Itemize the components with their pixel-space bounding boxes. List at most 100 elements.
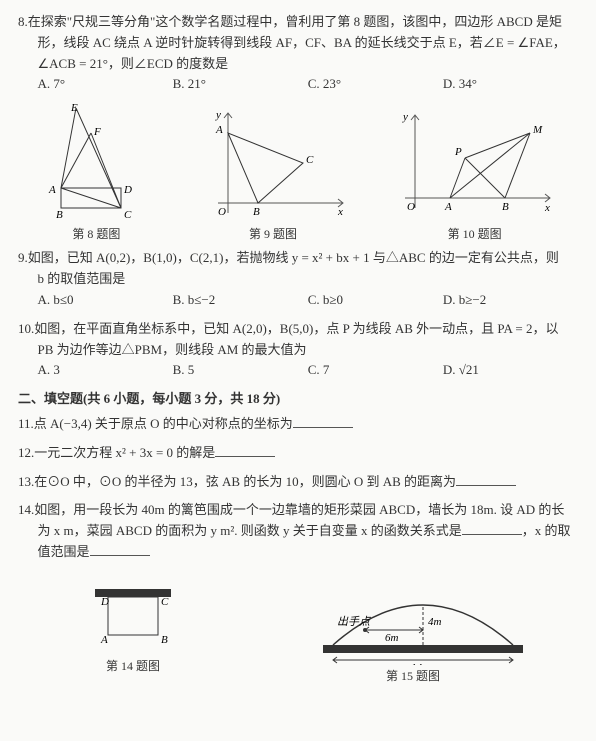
figure-10-svg: x y O A B P M <box>395 103 555 223</box>
fig15-cap: 第 15 题图 <box>303 667 523 686</box>
q9-line2: b 的取值范围是 <box>18 269 578 290</box>
figure-14: D C A B 第 14 题图 <box>73 575 193 686</box>
q14-line3-wrap: 值范围是 <box>18 542 578 563</box>
figure-15-svg: 出手点 4m 6m 14m <box>303 575 523 665</box>
q14-tail: ，x 的取 <box>522 523 571 538</box>
q10-opt-b: B. 5 <box>173 360 308 381</box>
figure-15: 出手点 4m 6m 14m 第 15 题图 <box>303 575 523 686</box>
q10-num: 10. <box>18 321 34 336</box>
q9-options: A. b≤0 B. b≤−2 C. b≥0 D. b≥−2 <box>38 290 579 311</box>
q14-blank2 <box>90 542 150 556</box>
q8-opt-a: A. 7° <box>38 74 173 95</box>
fig10-y: y <box>402 111 408 123</box>
q11-num: 11. <box>18 416 34 431</box>
question-12: 12.一元二次方程 x² + 3x = 0 的解是 <box>18 443 578 464</box>
q10-opt-a: A. 3 <box>38 360 173 381</box>
fig9-B: B <box>253 206 260 218</box>
question-11: 11.点 A(−3,4) 关于原点 O 的中心对称点的坐标为 <box>18 414 578 435</box>
q13-stem: 在⊙O 中，⊙O 的半径为 13，弦 AB 的长为 10，则圆心 O 到 AB … <box>34 474 456 489</box>
q9-opt-d: D. b≥−2 <box>443 290 578 311</box>
q11-blank <box>293 414 353 428</box>
fig10-O: O <box>407 201 415 213</box>
q12-num: 12. <box>18 445 34 460</box>
fig15-h: 4m <box>428 616 442 628</box>
q8-line2: 形，线段 AC 绕点 A 逆时针旋转得到线段 AF，CF、BA 的延长线交于点 … <box>18 33 578 54</box>
q10-opt-d: D. √21 <box>443 360 578 381</box>
q13-blank <box>456 472 516 486</box>
q8-opt-d: D. 34° <box>443 74 578 95</box>
q14-line2: 为 x m，菜园 ABCD 的面积为 y m². 则函数 y 关于自变量 x 的… <box>38 523 462 538</box>
q9-opt-a: A. b≤0 <box>38 290 173 311</box>
fig8-C: C <box>124 209 132 221</box>
fig9-y: y <box>215 109 221 121</box>
q10-stem: 10.如图，在平面直角坐标系中，已知 A(2,0)，B(5,0)，点 P 为线段… <box>18 319 578 340</box>
fig15-w2: 14m <box>411 662 430 665</box>
q9-opt-c: C. b≥0 <box>308 290 443 311</box>
question-8: 8.在探索"尺规三等分角"这个数学名题过程中，曾利用了第 8 题图，该图中，四边… <box>18 12 578 95</box>
q8-options: A. 7° B. 21° C. 23° D. 34° <box>38 74 579 95</box>
q10-line1: 如图，在平面直角坐标系中，已知 A(2,0)，B(5,0)，点 P 为线段 AB… <box>34 321 558 336</box>
fig9-x: x <box>337 206 343 218</box>
figure-8: E F A D B C 第 8 题图 <box>41 103 151 244</box>
q14-num: 14. <box>18 502 34 517</box>
fig14-C: C <box>161 596 169 608</box>
q11-stem: 点 A(−3,4) 关于原点 O 的中心对称点的坐标为 <box>34 416 293 431</box>
fig14-B: B <box>161 634 168 646</box>
fig8-D: D <box>123 184 132 196</box>
fig10-x: x <box>544 202 550 214</box>
q13-num: 13. <box>18 474 34 489</box>
fig14-cap: 第 14 题图 <box>73 657 193 676</box>
fig15-top: 出手点 <box>337 615 372 628</box>
q9-line1: 如图，已知 A(0,2)，B(1,0)，C(2,1)，若抛物线 y = x² +… <box>28 250 559 265</box>
fig9-O: O <box>218 206 226 218</box>
fig8-cap: 第 8 题图 <box>41 225 151 244</box>
q8-opt-b: B. 21° <box>173 74 308 95</box>
q8-opt-c: C. 23° <box>308 74 443 95</box>
q14-line2-wrap: 为 x m，菜园 ABCD 的面积为 y m². 则函数 y 关于自变量 x 的… <box>18 521 578 542</box>
fig8-A: A <box>48 184 56 196</box>
fig10-M: M <box>532 124 543 136</box>
q10-opt-c: C. 7 <box>308 360 443 381</box>
figure-9-svg: x y O A B C <box>198 103 348 223</box>
figure-10: x y O A B P M 第 10 题图 <box>395 103 555 244</box>
fig9-A: A <box>215 124 223 136</box>
fig10-B: B <box>502 201 509 213</box>
q10-options: A. 3 B. 5 C. 7 D. √21 <box>38 360 579 381</box>
fig15-w1: 6m <box>385 632 399 644</box>
question-13: 13.在⊙O 中，⊙O 的半径为 13，弦 AB 的长为 10，则圆心 O 到 … <box>18 472 578 493</box>
q8-line3: ∠ACB = 21°，则∠ECD 的度数是 <box>18 54 578 75</box>
q8-num: 8. <box>18 14 28 29</box>
q14-line1: 如图，用一段长为 40m 的篱笆围成一个一边靠墙的矩形菜园 ABCD，墙长为 1… <box>34 502 564 517</box>
question-10: 10.如图，在平面直角坐标系中，已知 A(2,0)，B(5,0)，点 P 为线段… <box>18 319 578 381</box>
fig10-P: P <box>454 146 462 158</box>
figures-row: E F A D B C 第 8 题图 x y O A B C <box>18 103 578 244</box>
fig8-F: F <box>93 126 101 138</box>
q12-blank <box>215 443 275 457</box>
fig9-C: C <box>306 154 314 166</box>
fig8-B: B <box>56 209 63 221</box>
fig10-A: A <box>444 201 452 213</box>
question-9: 9.如图，已知 A(0,2)，B(1,0)，C(2,1)，若抛物线 y = x²… <box>18 248 578 310</box>
fig8-E: E <box>70 103 78 114</box>
bottom-figures-row: D C A B 第 14 题图 出手点 4m 6m <box>18 575 578 686</box>
fig10-cap: 第 10 题图 <box>395 225 555 244</box>
fig9-cap: 第 9 题图 <box>198 225 348 244</box>
figure-9: x y O A B C 第 9 题图 <box>198 103 348 244</box>
section-2-heading: 二、填空题(共 6 小题，每小题 3 分，共 18 分) <box>18 389 578 410</box>
q9-num: 9. <box>18 250 28 265</box>
fig15-ground <box>323 645 523 653</box>
question-14: 14.如图，用一段长为 40m 的篱笆围成一个一边靠墙的矩形菜园 ABCD，墙长… <box>18 500 578 562</box>
fig14-A: A <box>100 634 108 646</box>
q14-stem: 14.如图，用一段长为 40m 的篱笆围成一个一边靠墙的矩形菜园 ABCD，墙长… <box>18 500 578 521</box>
q8-stem: 8.在探索"尺规三等分角"这个数学名题过程中，曾利用了第 8 题图，该图中，四边… <box>18 12 578 33</box>
q14-blank1 <box>462 521 522 535</box>
figure-8-svg: E F A D B C <box>41 103 151 223</box>
figure-14-svg: D C A B <box>73 575 193 655</box>
q14-line3: 值范围是 <box>38 544 90 559</box>
q9-stem: 9.如图，已知 A(0,2)，B(1,0)，C(2,1)，若抛物线 y = x²… <box>18 248 578 269</box>
q9-opt-b: B. b≤−2 <box>173 290 308 311</box>
q12-stem: 一元二次方程 x² + 3x = 0 的解是 <box>34 445 215 460</box>
fig14-D: D <box>100 596 109 608</box>
q8-line1: 在探索"尺规三等分角"这个数学名题过程中，曾利用了第 8 题图，该图中，四边形 … <box>28 14 562 29</box>
q10-line2: PB 为边作等边△PBM，则线段 AM 的最大值为 <box>18 340 578 361</box>
